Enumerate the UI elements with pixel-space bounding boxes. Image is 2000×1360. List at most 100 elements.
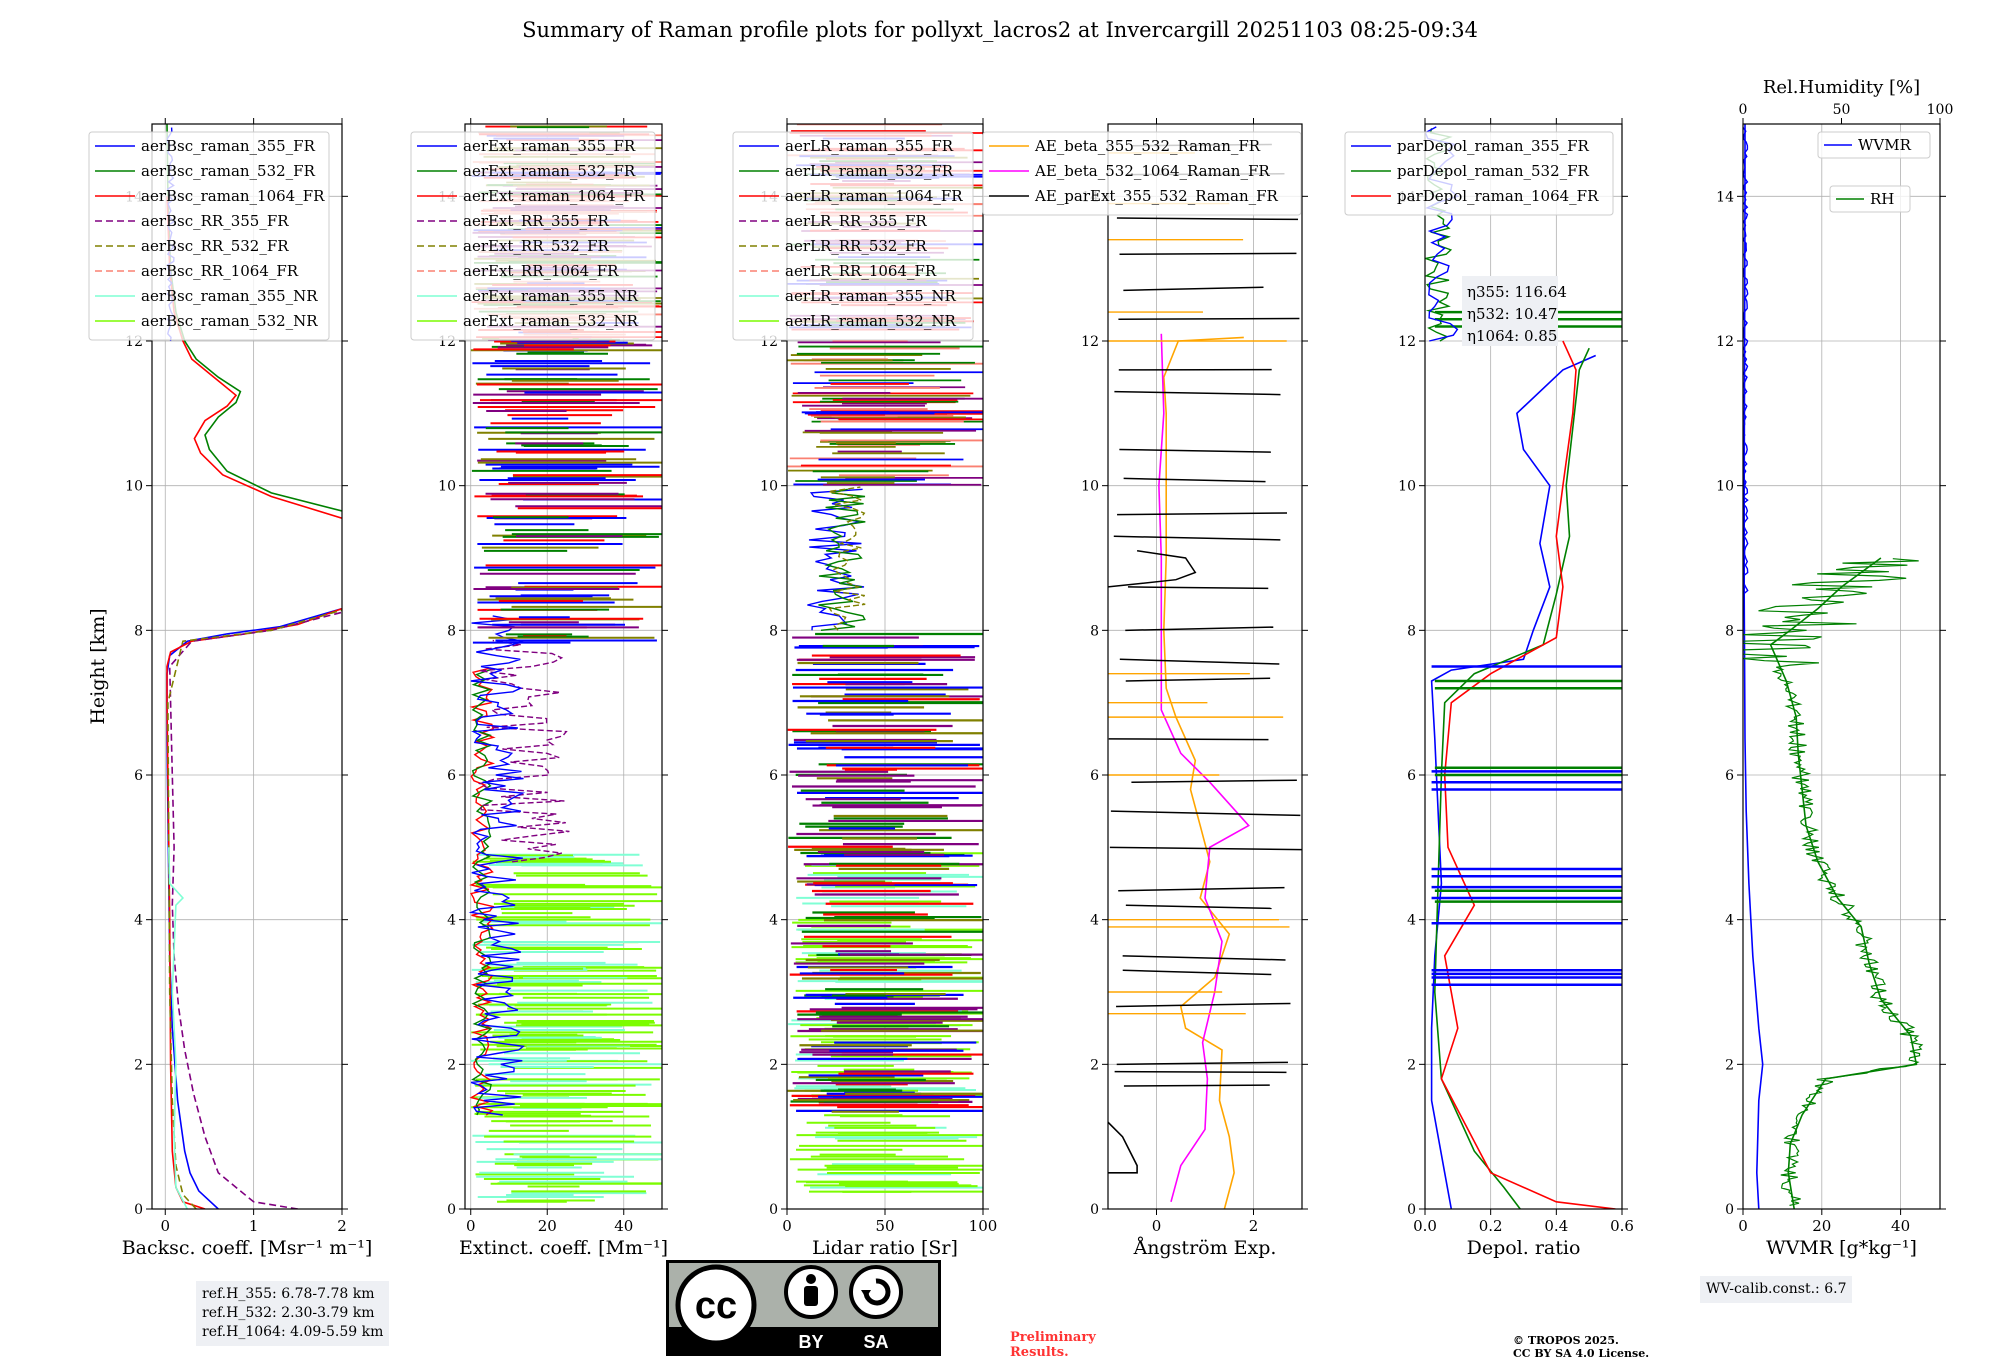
ytick-label-10: 10 [1398, 479, 1416, 495]
xlabel-lidar_ratio: Lidar ratio [Sr] [812, 1237, 958, 1259]
cc-letters: cc [695, 1285, 737, 1327]
ae-parext-seg-16 [1113, 535, 1281, 541]
legend-label-0: aerBsc_raman_355_FR [141, 137, 316, 155]
xtick-label-40: 40 [614, 1217, 633, 1235]
legend-wvmr: WVMR RH [1817, 131, 1931, 213]
badge-sa-label: SA [863, 1332, 888, 1352]
copyright-line-2: CC BY SA 4.0 License. [1513, 1347, 1650, 1360]
legend-label-1: AE_beta_532_1064_Raman_FR [1034, 162, 1270, 180]
ytick-label-2: 2 [1725, 1057, 1734, 1073]
axes-frame-backscatter [151, 123, 343, 1210]
legend-label-1: aerExt_raman_532_FR [463, 162, 636, 180]
ytick-label-0: 0 [1090, 1202, 1099, 1218]
legend-label-2: parDepol_raman_1064_FR [1397, 187, 1599, 205]
ae-parext-seg-22 [1118, 317, 1300, 321]
series-aerBsc_RR_532_FR [167, 609, 342, 1209]
xtick-label-2: 2 [1249, 1217, 1259, 1235]
ae-parext-seg-10 [1131, 779, 1297, 783]
preliminary-note: Preliminary Results. [1010, 1330, 1096, 1360]
legend-label-0: WVMR [1858, 136, 1912, 154]
xtick-label-0.0: 0.0 [1413, 1217, 1437, 1235]
ae-parext-loop [1108, 550, 1197, 588]
panel-depolarization: η355: 116.64 η532: 10.47 η1064: 0.85 0 2 4 6 8 1… [1344, 118, 1634, 1259]
series-parDepol_raman_532_FR [1433, 347, 1590, 1209]
axes-frame-depolarization [1424, 123, 1623, 1210]
axes-frame-angstrom [1107, 123, 1303, 1210]
legend-box [410, 131, 656, 341]
ae-parext-seg-2 [1116, 1061, 1288, 1066]
ae-parext-seg-17 [1117, 512, 1288, 516]
panel-backscatter: 02468101214012Backsc. coeff. [Msr⁻¹ m⁻¹]… [87, 118, 372, 1259]
ytick-label-2: 2 [1407, 1057, 1416, 1073]
ext-355-profile [468, 615, 526, 1116]
legend-label-7: aerExt_raman_532_NR [463, 312, 639, 330]
ytick-label-4: 4 [447, 913, 456, 929]
legend-label-7: aerLR_raman_532_NR [785, 312, 956, 330]
series-AE_beta_355_532_Raman_FR [1162, 336, 1244, 1209]
xtick-label-50: 50 [875, 1217, 894, 1235]
xtick-label-20: 20 [1812, 1217, 1831, 1235]
axes-frame-extinction [464, 123, 663, 1210]
ae-parext-seg-5 [1122, 955, 1286, 961]
xtick-label-0.4: 0.4 [1544, 1217, 1568, 1235]
legend-box [982, 131, 1302, 216]
rh-noisy-profile [1743, 558, 1924, 1206]
ytick-label-8: 8 [1090, 623, 1099, 639]
ae-parext-seg-4 [1122, 969, 1272, 976]
cc-license-badge: cc BY SA [666, 1260, 941, 1356]
legend-label-0: aerExt_raman_355_FR [463, 137, 636, 155]
ytick-label-0: 0 [134, 1202, 143, 1218]
top-tick-label-50: 50 [1833, 102, 1851, 118]
xtick-label-100: 100 [969, 1217, 998, 1235]
ytick-label-8: 8 [769, 623, 778, 639]
legend-box [732, 131, 974, 341]
wvmr-upper-noise [1743, 127, 1749, 595]
ytick-label-8: 8 [1725, 623, 1734, 639]
eta-annotation-line-2: η1064: 0.85 [1467, 327, 1557, 345]
xlabel-depolarization: Depol. ratio [1467, 1237, 1581, 1259]
legend-backscatter: aerBsc_raman_355_FR aerBsc_raman_532_FRae… [88, 131, 330, 341]
lr-355-profile [807, 488, 865, 631]
series-AE_beta_532_1064_Raman_FR [1158, 333, 1250, 1203]
legend-label-7: aerBsc_raman_532_NR [141, 312, 318, 330]
ytick-label-10: 10 [760, 479, 778, 495]
legend-label-3: aerExt_RR_355_FR [463, 212, 610, 230]
legend-angstrom: AE_beta_355_532_Raman_FR AE_beta_532_1064… [982, 131, 1302, 216]
xlabel-angstrom: Ångström Exp. [1133, 1237, 1277, 1259]
ytick-label-0: 0 [447, 1202, 456, 1218]
ytick-label-4: 4 [1725, 913, 1734, 929]
legend-label-2: AE_parExt_355_532_Raman_FR [1034, 187, 1279, 205]
legend-label-1: aerLR_raman_532_FR [785, 162, 954, 180]
ae-parext-seg-25 [1116, 217, 1299, 221]
ae-parext-seg-0 [1123, 1084, 1270, 1087]
xlabel-backscatter: Backsc. coeff. [Msr⁻¹ m⁻¹] [122, 1237, 373, 1259]
ytick-label-4: 4 [1407, 913, 1416, 929]
eta-annotation-bg [1462, 276, 1558, 346]
xlabel-wvmr: WVMR [g*kg⁻¹] [1766, 1237, 1917, 1259]
copyright-note: © TROPOS 2025. CC BY SA 4.0 License. [1513, 1334, 1649, 1360]
ytick-label-0: 0 [1725, 1202, 1734, 1218]
ref-height-1064: ref.H_1064: 4.09-5.59 km [202, 1324, 384, 1340]
ytick-label-4: 4 [769, 913, 778, 929]
ae-parext-seg-1 [1114, 1070, 1287, 1074]
ytick-label-8: 8 [447, 623, 456, 639]
series-aerBsc_raman_355_NR [168, 847, 189, 1209]
legend-label-0: aerLR_raman_355_FR [785, 137, 954, 155]
xtick-label-0.2: 0.2 [1479, 1217, 1503, 1235]
ytick-label-2: 2 [769, 1057, 778, 1073]
series-aerBsc_raman_1064_FR [166, 607, 342, 1209]
legend-label-2: aerLR_raman_1064_FR [785, 187, 963, 205]
top-tick-label-0: 0 [1739, 102, 1748, 118]
ae-parext-seg-24 [1119, 252, 1297, 255]
legend-label-1: aerBsc_raman_532_FR [141, 162, 316, 180]
ae-parext-seg-18 [1123, 477, 1266, 483]
ytick-label-8: 8 [1407, 623, 1416, 639]
panel-angstrom: 0246810121402Ångström Exp.AE_beta_355_53… [982, 118, 1308, 1259]
ytick-label-8: 8 [134, 623, 143, 639]
ytick-label-12: 12 [1398, 334, 1416, 350]
axes-frame-wvmr [1742, 123, 1941, 1210]
legend-label-6: aerBsc_raman_355_NR [141, 287, 318, 305]
ref-height-355: ref.H_355: 6.78-7.78 km [202, 1286, 375, 1302]
ae-parext-seg-12 [1125, 677, 1271, 682]
ytick-label-10: 10 [438, 479, 456, 495]
